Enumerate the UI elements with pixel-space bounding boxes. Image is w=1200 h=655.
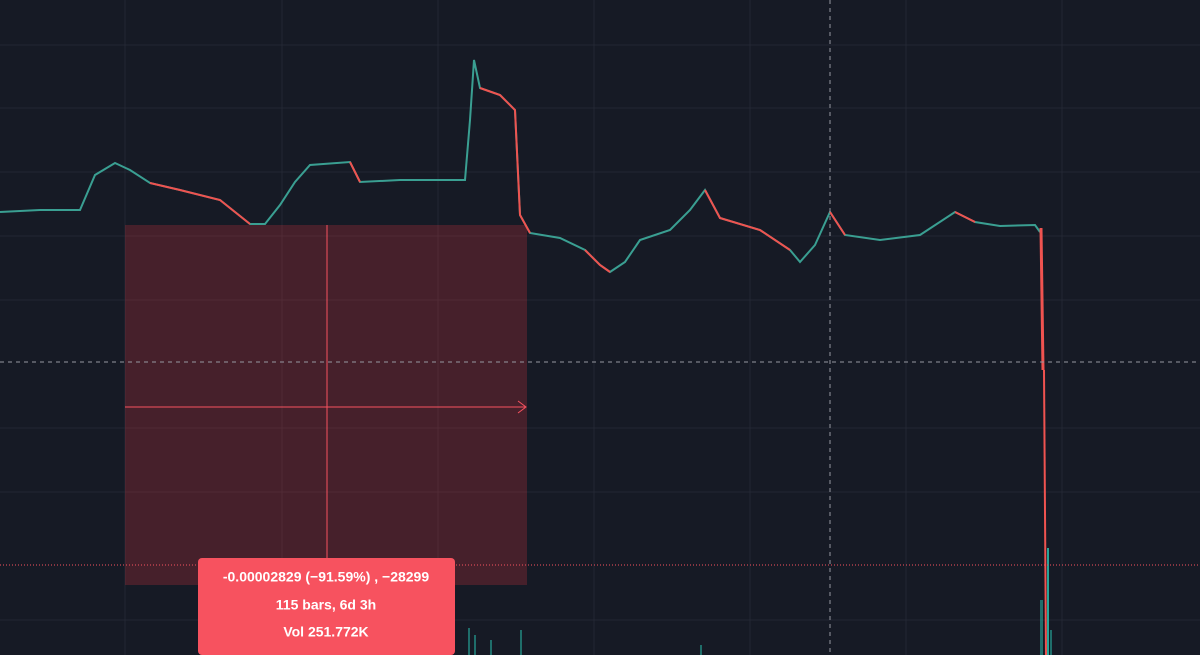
price-drop — [1043, 369, 1047, 655]
tooltip-change: -0.00002829 (−91.59%) , −28299 — [223, 569, 429, 585]
tooltip-volume: Vol 251.772K — [283, 624, 368, 640]
measure-arrow-head — [517, 400, 527, 414]
measure-area — [125, 225, 527, 585]
measure-tooltip — [198, 558, 455, 655]
price-drop — [1039, 227, 1045, 371]
price-line-down — [149, 87, 976, 273]
tooltip-bars: 115 bars, 6d 3h — [276, 597, 376, 613]
volume-bars — [468, 600, 1052, 655]
